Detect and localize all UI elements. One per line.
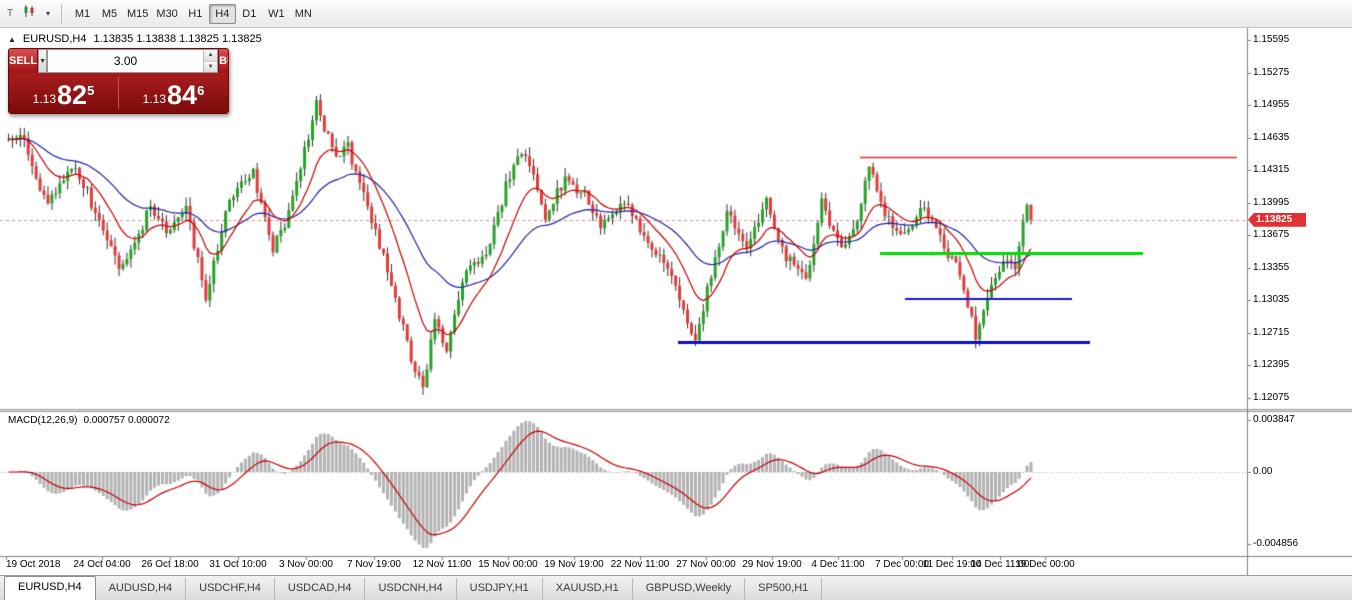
timeframe-button-m15[interactable]: M15 [127,7,149,20]
time-scale-label: 7 Nov 19:00 [347,559,401,570]
price-scale-label: 1.12715 [1253,326,1290,338]
collapse-icon[interactable]: ▲ [8,34,16,44]
price-chart-canvas[interactable] [0,28,1352,575]
price-scale-label: 1.14635 [1253,131,1290,143]
price-scale-label: 1.14955 [1253,99,1290,110]
time-scale-label: 27 Nov 00:00 [676,559,736,570]
time-scale-label: 29 Nov 19:00 [742,559,802,570]
timeframe-button-w1[interactable]: W1 [268,7,285,20]
bid-price-prefix: 1.13 [32,92,57,106]
price-scale-label: 1.13675 [1253,229,1290,240]
timeframe-button-h1[interactable]: H1 [188,7,203,20]
price-scale-label: 1.12075 [1253,391,1290,403]
timeframe-button-m5[interactable]: M5 [101,7,118,20]
price-scale-label: 1.15595 [1253,34,1290,45]
trade-controls-row: SELL ▼ ▲ ▼ BUY [9,49,228,73]
volume-input-wrap: ▲ ▼ [47,49,219,73]
timeframe-button-mn[interactable]: MN [294,7,312,20]
sell-button[interactable]: SELL [9,49,39,73]
time-scale-label: 31 Oct 10:00 [209,559,267,570]
volume-stepper: ▲ ▼ [203,50,218,72]
time-scale-label: 26 Oct 18:00 [141,559,199,570]
ask-price-pip: 6 [197,83,205,98]
price-scale-label: 1.13355 [1253,261,1290,273]
time-scale-label: 7 Dec 00:00 [875,559,929,570]
time-scale-label: 3 Nov 00:00 [279,559,333,570]
bid-price-big: 82 [57,80,88,110]
bid-price-pip: 5 [87,83,95,98]
ask-price-big: 84 [167,80,198,110]
macd-scale-label: 0.00 [1253,466,1273,477]
volume-increase-button[interactable]: ▲ [204,50,218,62]
chart-tabs-bar: EURUSD,H4 AUDUSD,H4 USDCHF,H4 USDCAD,H4 USDC… [0,575,1352,600]
time-scale-label: 19 Oct 2018 [6,559,61,570]
chart-type-button[interactable] [18,3,40,25]
chart-tab-usdchf[interactable]: USDCHF,H4 [186,578,275,600]
time-scale-label: 19 Dec 00:00 [1015,559,1075,570]
one-click-trading-widget: SELL ▼ ▲ ▼ BUY 1.13 82 5 [8,48,229,114]
chart-tab-eurusd[interactable]: EURUSD,H4 [4,576,96,600]
price-scale-label: 1.12395 [1253,359,1290,370]
chart-tab-xauusd[interactable]: XAUUSD,H1 [543,578,633,600]
chart-tab-gbpusd[interactable]: GBPUSD,Weekly [633,578,746,600]
volume-input[interactable] [48,50,204,72]
time-scale-label: 4 Dec 11:00 [811,559,865,570]
volume-decrease-button[interactable]: ▼ [204,61,218,72]
chart-symbol-label: EURUSD,H4 [22,33,87,45]
price-divider [118,77,119,109]
timeframe-button-m30[interactable]: M30 [156,7,178,20]
macd-name-label: MACD(12,26,9) [8,415,78,426]
timeframe-buttons: M1 M5 M15 M30 H1 H4 D1 W1 MN [69,3,317,24]
chart-tab-usdjpy[interactable]: USDJPY,H1 [457,578,543,600]
buy-button[interactable]: BUY [218,49,228,73]
macd-values-label: 0.000757 0.000072 [83,415,170,426]
candlestick-chart-icon [21,3,37,24]
toolbar-separator [61,3,62,24]
current-price-badge: 1.13825 [1248,212,1306,227]
timeframe-button-d1[interactable]: D1 [242,7,257,20]
macd-indicator-label: MACD(12,26,9) 0.000757 0.000072 [8,415,170,426]
time-scale-label: 15 Nov 00:00 [478,559,538,570]
time-scale-label: 24 Oct 04:00 [73,559,131,570]
chevron-down-icon: ▼ [39,57,47,65]
price-scale-label: 1.14315 [1253,164,1290,175]
macd-scale-label: 0.003847 [1253,414,1295,425]
bid-price[interactable]: 1.13 82 5 [9,73,118,113]
chart-tab-sp500[interactable]: SP500,H1 [745,578,823,600]
timeframe-button-m1[interactable]: M1 [74,7,91,20]
price-scale-label: 1.13995 [1253,196,1290,208]
ask-price-prefix: 1.13 [142,92,167,106]
price-scale-label: 1.13035 [1253,294,1290,305]
toolbar: T ▾ M1 M5 M15 M30 H1 H4 D1 W1 MN [0,0,1352,28]
chart-title: ▲ EURUSD,H4 1.13835 1.13838 1.13825 1.13… [8,33,262,45]
time-scale-label: 11 Dec 19:00 [922,559,982,570]
chart-tab-usdcnh[interactable]: USDCNH,H4 [365,578,457,600]
chart-tab-usdcad[interactable]: USDCAD,H4 [275,578,366,600]
chart-window: ▲ EURUSD,H4 1.13835 1.13838 1.13825 1.13… [0,28,1352,575]
chart-ohlc-label: 1.13835 1.13838 1.13825 1.13825 [93,33,262,45]
toolbar-grip-label: T [6,8,14,19]
macd-scale-label: -0.004856 [1253,538,1299,549]
ask-price[interactable]: 1.13 84 6 [119,73,228,113]
timeframe-button-h4[interactable]: H4 [208,3,236,24]
time-scale-label: 22 Nov 11:00 [610,559,670,570]
time-scale-label: 19 Nov 19:00 [544,559,604,570]
chart-tab-audusd[interactable]: AUDUSD,H4 [96,578,187,600]
time-scale-label: 14 Dec 11:00 [970,559,1030,570]
price-scale-label: 1.15275 [1253,66,1290,78]
time-scale-label: 12 Nov 11:00 [412,559,472,570]
trade-prices-row: 1.13 82 5 1.13 84 6 [9,73,228,113]
chevron-down-icon[interactable]: ▾ [45,9,50,18]
volume-dropdown-button[interactable]: ▼ [38,49,48,73]
